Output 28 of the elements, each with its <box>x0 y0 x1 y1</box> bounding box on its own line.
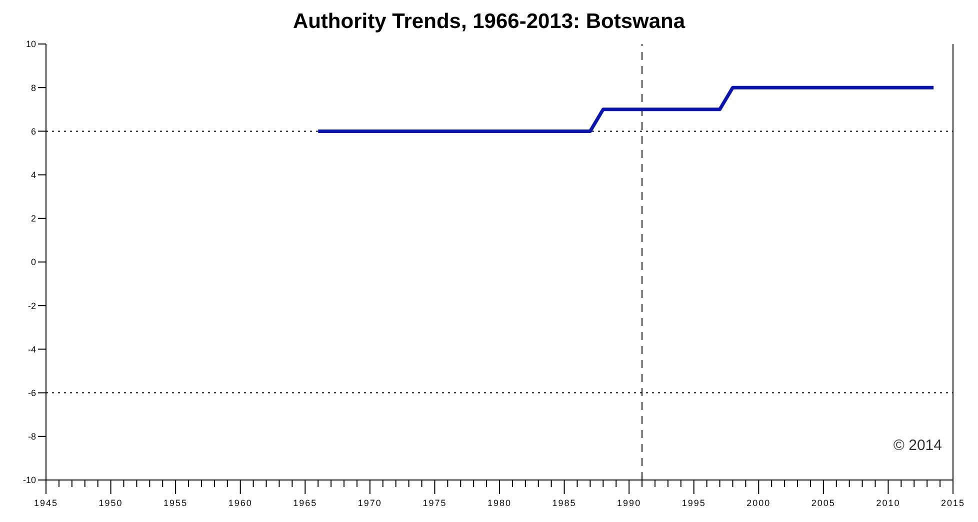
x-tick-label: 1985 <box>552 498 576 508</box>
y-tick-label: 0 <box>30 257 36 268</box>
x-tick-label: 1980 <box>487 498 512 508</box>
y-tick-label: -10 <box>22 475 36 486</box>
y-tick-label: 6 <box>30 126 36 136</box>
annotation: © 2014 <box>893 437 942 454</box>
x-tick-label: 1995 <box>682 498 706 508</box>
x-tick-label: 2015 <box>940 498 966 508</box>
x-tick-label: 2000 <box>746 498 771 508</box>
y-tick-label: 10 <box>26 39 36 50</box>
chart-title: Authority Trends, 1966-2013: Botswana <box>292 10 686 34</box>
y-tick-label: 4 <box>30 170 36 180</box>
x-tick-label: 1950 <box>98 498 123 508</box>
x-tick-label: 1990 <box>617 498 642 508</box>
x-tick-label: 1970 <box>358 498 382 508</box>
x-tick-label: 1960 <box>228 498 252 508</box>
x-tick-label: 2005 <box>811 498 836 508</box>
y-tick-label: -8 <box>28 432 36 442</box>
y-tick-label: 8 <box>30 82 36 93</box>
x-tick-label: 1965 <box>293 498 318 508</box>
x-tick-label: 1975 <box>422 498 447 508</box>
y-tick-label: -4 <box>28 344 36 354</box>
y-tick-label: -6 <box>28 388 36 398</box>
y-tick-label: -2 <box>28 300 36 311</box>
x-tick-label: 1945 <box>34 498 58 508</box>
y-tick-label: 2 <box>30 214 36 224</box>
x-tick-label: 1955 <box>164 498 188 508</box>
x-tick-label: 2010 <box>876 498 900 508</box>
